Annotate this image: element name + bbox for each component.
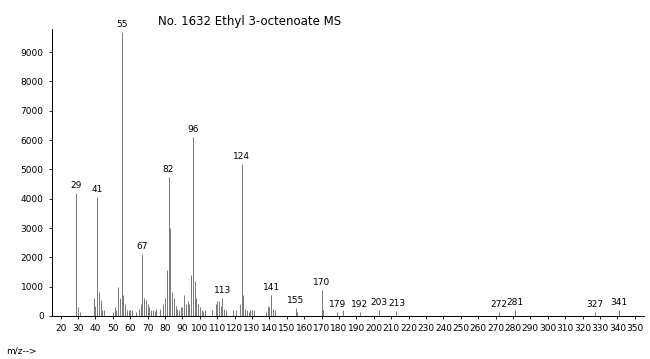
Text: 179: 179 — [329, 300, 346, 309]
Text: No. 1632 Ethyl 3-octenoate MS: No. 1632 Ethyl 3-octenoate MS — [159, 15, 342, 28]
Text: 327: 327 — [586, 300, 603, 309]
Text: 96: 96 — [187, 125, 199, 134]
Text: 170: 170 — [313, 278, 330, 286]
Text: 213: 213 — [388, 299, 405, 308]
Text: m/z-->: m/z--> — [6, 346, 37, 355]
Text: 272: 272 — [491, 300, 508, 309]
Text: 67: 67 — [136, 242, 148, 251]
Text: 41: 41 — [92, 185, 103, 194]
Text: 192: 192 — [352, 300, 369, 309]
Text: 155: 155 — [287, 296, 304, 305]
Text: 82: 82 — [163, 165, 174, 174]
Text: 29: 29 — [71, 181, 82, 190]
Text: 203: 203 — [370, 298, 387, 307]
Text: 141: 141 — [263, 284, 280, 293]
Text: 55: 55 — [116, 20, 127, 29]
Text: 113: 113 — [214, 286, 231, 295]
Text: 341: 341 — [610, 298, 628, 307]
Text: 281: 281 — [506, 298, 523, 307]
Text: 124: 124 — [233, 151, 250, 160]
